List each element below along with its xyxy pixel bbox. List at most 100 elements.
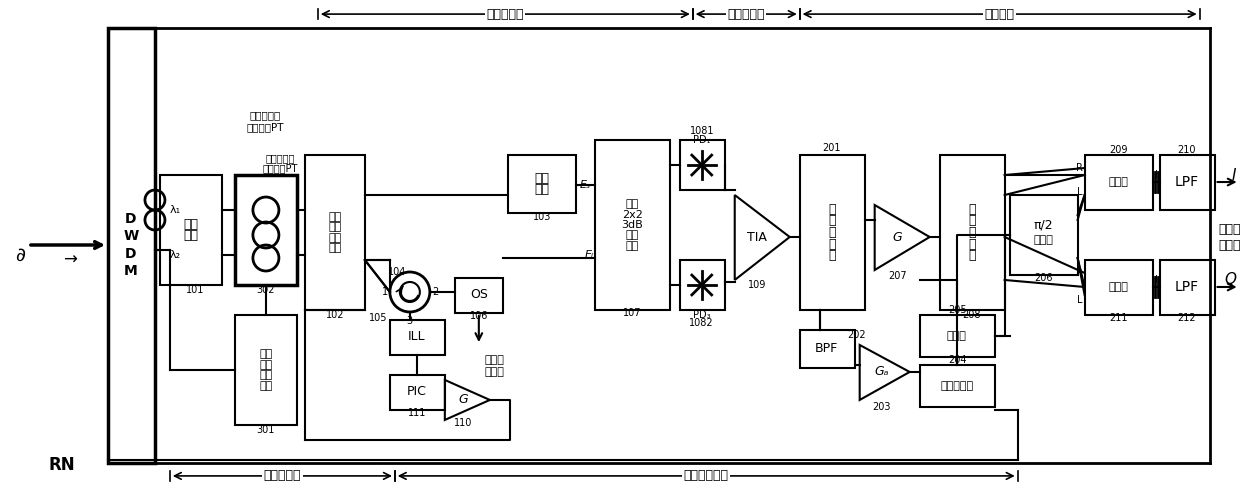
Text: 206: 206 <box>1034 273 1053 283</box>
Text: 3dB: 3dB <box>621 220 644 230</box>
Text: 注入锁定段: 注入锁定段 <box>486 7 525 21</box>
Text: 相器: 相器 <box>534 183 549 197</box>
Text: 110: 110 <box>454 418 472 428</box>
Text: LPF: LPF <box>1174 175 1199 189</box>
Text: 下变频段: 下变频段 <box>985 7 1014 21</box>
Bar <box>800 155 864 310</box>
Bar <box>800 330 854 368</box>
Text: 3: 3 <box>407 316 413 326</box>
Text: 光耦: 光耦 <box>626 230 639 241</box>
Text: I: I <box>1154 275 1157 285</box>
Text: 202: 202 <box>847 330 866 340</box>
Text: R: R <box>1076 163 1083 173</box>
Text: 109: 109 <box>748 280 766 290</box>
Text: 105: 105 <box>370 313 388 323</box>
Text: 211: 211 <box>1110 313 1128 323</box>
Text: 101: 101 <box>186 285 205 295</box>
Text: 振跟踪器PT: 振跟踪器PT <box>262 163 298 173</box>
Text: PD₃: PD₃ <box>693 310 711 320</box>
Bar <box>680 140 724 190</box>
Text: PD₁: PD₁ <box>693 135 711 145</box>
Bar <box>1009 195 1078 275</box>
Text: 器: 器 <box>828 249 836 262</box>
Text: 混频器: 混频器 <box>1109 177 1128 187</box>
Bar <box>389 320 445 355</box>
Text: ILL: ILL <box>408 331 425 344</box>
Text: 1081: 1081 <box>689 126 714 136</box>
Text: 107: 107 <box>622 308 641 318</box>
Text: 偏振跟踪段: 偏振跟踪段 <box>264 469 301 483</box>
Bar <box>160 175 222 285</box>
Text: Gₐ: Gₐ <box>874 365 889 379</box>
Text: RN: RN <box>48 456 76 474</box>
Bar <box>940 155 1004 310</box>
Text: 203: 203 <box>873 402 890 412</box>
Text: 移相器: 移相器 <box>946 331 967 341</box>
Text: 106: 106 <box>470 311 489 321</box>
Text: 光耦: 光耦 <box>184 218 198 231</box>
Text: 合器: 合器 <box>626 241 639 251</box>
Text: 检波: 检波 <box>259 349 273 359</box>
Text: 保偏: 保偏 <box>626 199 639 209</box>
Text: 相干检测段: 相干检测段 <box>728 7 765 21</box>
Text: 212: 212 <box>1177 313 1195 323</box>
Text: 111: 111 <box>408 408 427 418</box>
Text: 104: 104 <box>388 267 405 277</box>
Text: G: G <box>458 394 467 406</box>
Text: R: R <box>1076 268 1083 278</box>
Text: 振跟踪器PT: 振跟踪器PT <box>247 122 284 132</box>
Text: 第二分功器: 第二分功器 <box>940 381 973 391</box>
Text: 大器: 大器 <box>259 381 273 391</box>
Text: 301: 301 <box>257 425 275 435</box>
Bar <box>680 260 724 310</box>
Bar <box>305 155 365 310</box>
Text: 201: 201 <box>822 143 841 153</box>
Text: 102: 102 <box>326 310 345 320</box>
Bar <box>508 155 575 213</box>
Text: BPF: BPF <box>815 343 838 355</box>
Text: OS: OS <box>470 289 487 301</box>
Text: 分功器: 分功器 <box>1034 235 1054 245</box>
Text: 分: 分 <box>968 226 976 239</box>
Bar <box>455 278 502 313</box>
Text: →: → <box>63 251 77 269</box>
Text: 压电调节偏: 压电调节偏 <box>265 153 295 163</box>
Text: 1: 1 <box>382 287 388 297</box>
Bar <box>1159 155 1214 210</box>
Text: 合器: 合器 <box>184 229 198 243</box>
Text: 到上行: 到上行 <box>485 355 505 365</box>
Text: L: L <box>1078 187 1083 197</box>
Text: 210: 210 <box>1177 145 1195 155</box>
Text: 2: 2 <box>432 287 438 297</box>
Text: I: I <box>1233 167 1236 183</box>
Text: λ₂: λ₂ <box>170 250 181 260</box>
Text: TIA: TIA <box>746 231 766 244</box>
Bar <box>234 175 296 285</box>
Text: 功: 功 <box>828 238 836 250</box>
Bar <box>920 315 994 357</box>
Text: 与对: 与对 <box>259 360 273 370</box>
Text: π/2: π/2 <box>1034 218 1054 232</box>
Text: 器: 器 <box>968 249 976 262</box>
Text: 208: 208 <box>962 310 981 320</box>
Text: 路器: 路器 <box>329 243 341 253</box>
Text: 204: 204 <box>949 355 967 365</box>
Text: 2x2: 2x2 <box>621 209 642 220</box>
Text: 保偏: 保偏 <box>329 222 341 232</box>
Text: Eₗ: Eₗ <box>585 250 594 260</box>
Bar <box>1159 260 1214 315</box>
Text: L: L <box>1078 295 1083 305</box>
Text: 第一: 第一 <box>329 212 341 222</box>
Bar <box>1085 260 1153 315</box>
Text: 第: 第 <box>968 202 976 216</box>
Text: 调制器: 调制器 <box>485 367 505 377</box>
Text: Eₛ: Eₛ <box>580 180 591 190</box>
Text: 到信号
处理器: 到信号 处理器 <box>1219 223 1240 251</box>
Text: PIC: PIC <box>407 386 427 398</box>
Text: 光移: 光移 <box>534 172 549 185</box>
Bar <box>920 365 994 407</box>
Text: Q: Q <box>1225 272 1236 288</box>
Text: 功: 功 <box>968 238 976 250</box>
Text: 一: 一 <box>828 214 836 227</box>
Text: λ₁: λ₁ <box>170 205 181 215</box>
